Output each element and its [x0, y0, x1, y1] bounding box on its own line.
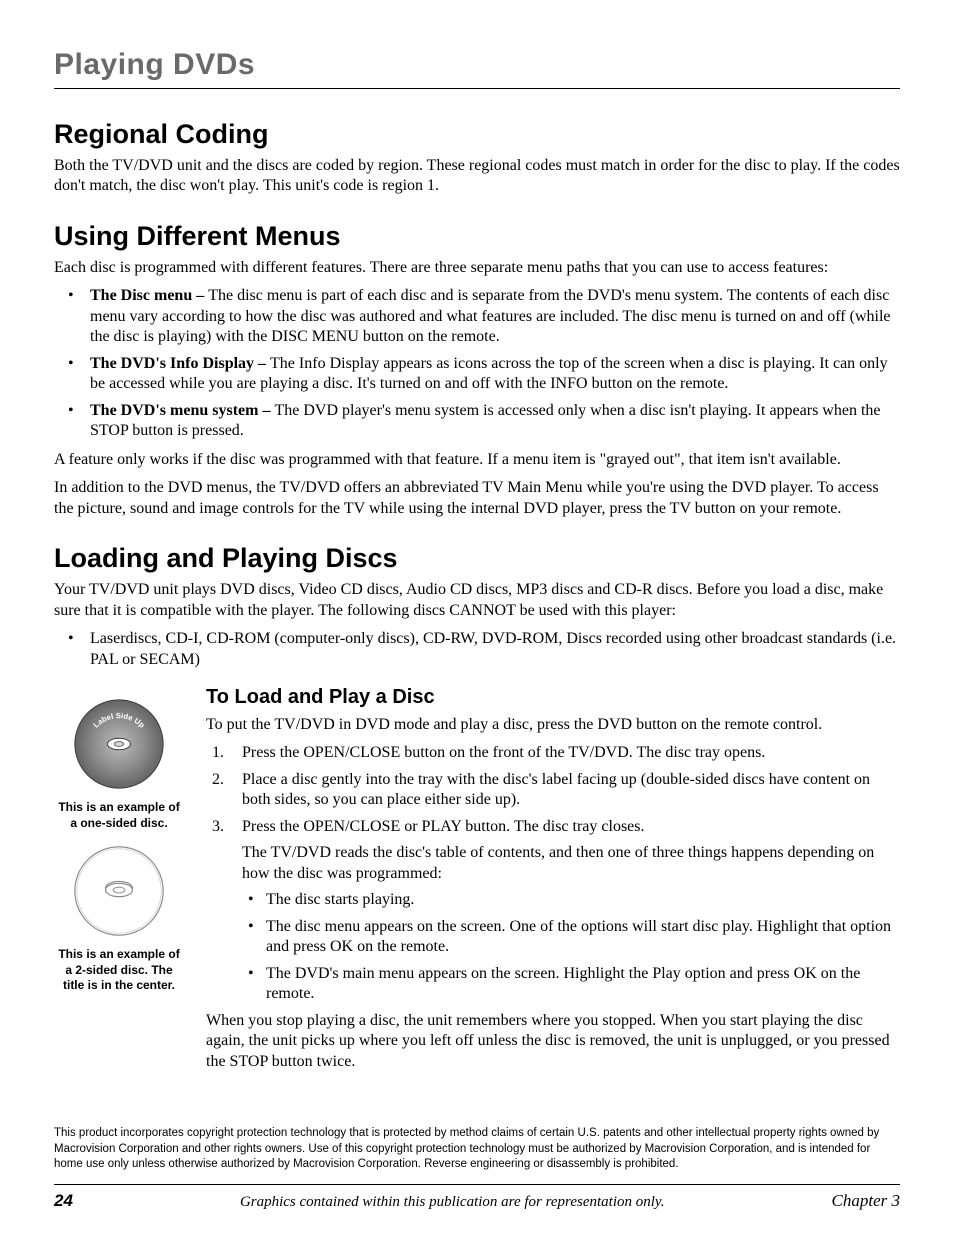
bullet-lead: The DVD's menu system – [90, 402, 274, 419]
para-grayed-out: A feature only works if the disc was pro… [54, 450, 900, 470]
step-followup: The TV/DVD reads the disc's table of con… [242, 843, 900, 884]
page-number: 24 [54, 1191, 73, 1211]
footer-note: Graphics contained within this publicati… [240, 1194, 665, 1211]
heading-using-menus: Using Different Menus [54, 221, 900, 252]
step-item: Place a disc gently into the tray with t… [206, 770, 900, 811]
para-resume: When you stop playing a disc, the unit r… [206, 1011, 900, 1072]
list-item: The Disc menu – The disc menu is part of… [54, 286, 900, 347]
bullet-lead: The Disc menu – [90, 287, 208, 304]
page-footer: 24 Graphics contained within this public… [54, 1184, 900, 1211]
two-sided-disc-caption: This is an example of a 2-sided disc. Th… [54, 947, 184, 994]
copyright-fineprint: This product incorporates copyright prot… [54, 1126, 900, 1173]
step-item: Press the OPEN/CLOSE button on the front… [206, 743, 900, 763]
heading-regional-coding: Regional Coding [54, 119, 900, 150]
step-item: Press the OPEN/CLOSE or PLAY button. The… [206, 817, 900, 1005]
para-menus-intro: Each disc is programmed with different f… [54, 258, 900, 278]
list-item: The DVD's menu system – The DVD player's… [54, 401, 900, 442]
list-item: The DVD's Info Display – The Info Displa… [54, 354, 900, 395]
heading-to-load-play: To Load and Play a Disc [206, 686, 900, 709]
one-sided-disc-icon: Label Side Up [71, 696, 167, 792]
load-play-main: To Load and Play a Disc To put the TV/DV… [206, 686, 900, 1080]
load-play-layout: Label Side Up This is an example of a on… [54, 686, 900, 1080]
step-text: Press the OPEN/CLOSE or PLAY button. The… [242, 818, 645, 835]
list-menu-types: The Disc menu – The disc menu is part of… [54, 286, 900, 441]
disc-illustration-sidebar: Label Side Up This is an example of a on… [54, 686, 184, 1080]
steps-load-disc: Press the OPEN/CLOSE button on the front… [206, 743, 900, 1004]
one-sided-disc-caption: This is an example of a one-sided disc. [54, 800, 184, 831]
step-outcomes-list: The disc starts playing. The disc menu a… [242, 890, 900, 1004]
chapter-header: Playing DVDs [54, 48, 900, 89]
para-loading-intro: Your TV/DVD unit plays DVD discs, Video … [54, 580, 900, 621]
chapter-reference: Chapter 3 [832, 1191, 900, 1211]
para-regional-body: Both the TV/DVD unit and the discs are c… [54, 156, 900, 197]
para-tvmenu: In addition to the DVD menus, the TV/DVD… [54, 478, 900, 519]
heading-loading-discs: Loading and Playing Discs [54, 543, 900, 574]
two-sided-disc-icon [71, 843, 167, 939]
para-load-intro: To put the TV/DVD in DVD mode and play a… [206, 715, 900, 735]
list-incompatible-discs: Laserdiscs, CD-I, CD-ROM (computer-only … [54, 629, 900, 670]
list-item: The disc menu appears on the screen. One… [242, 917, 900, 958]
bullet-text: The disc menu is part of each disc and i… [90, 287, 891, 345]
list-item: The DVD's main menu appears on the scree… [242, 964, 900, 1005]
list-item: The disc starts playing. [242, 890, 900, 910]
list-item: Laserdiscs, CD-I, CD-ROM (computer-only … [54, 629, 900, 670]
bullet-lead: The DVD's Info Display – [90, 355, 270, 372]
